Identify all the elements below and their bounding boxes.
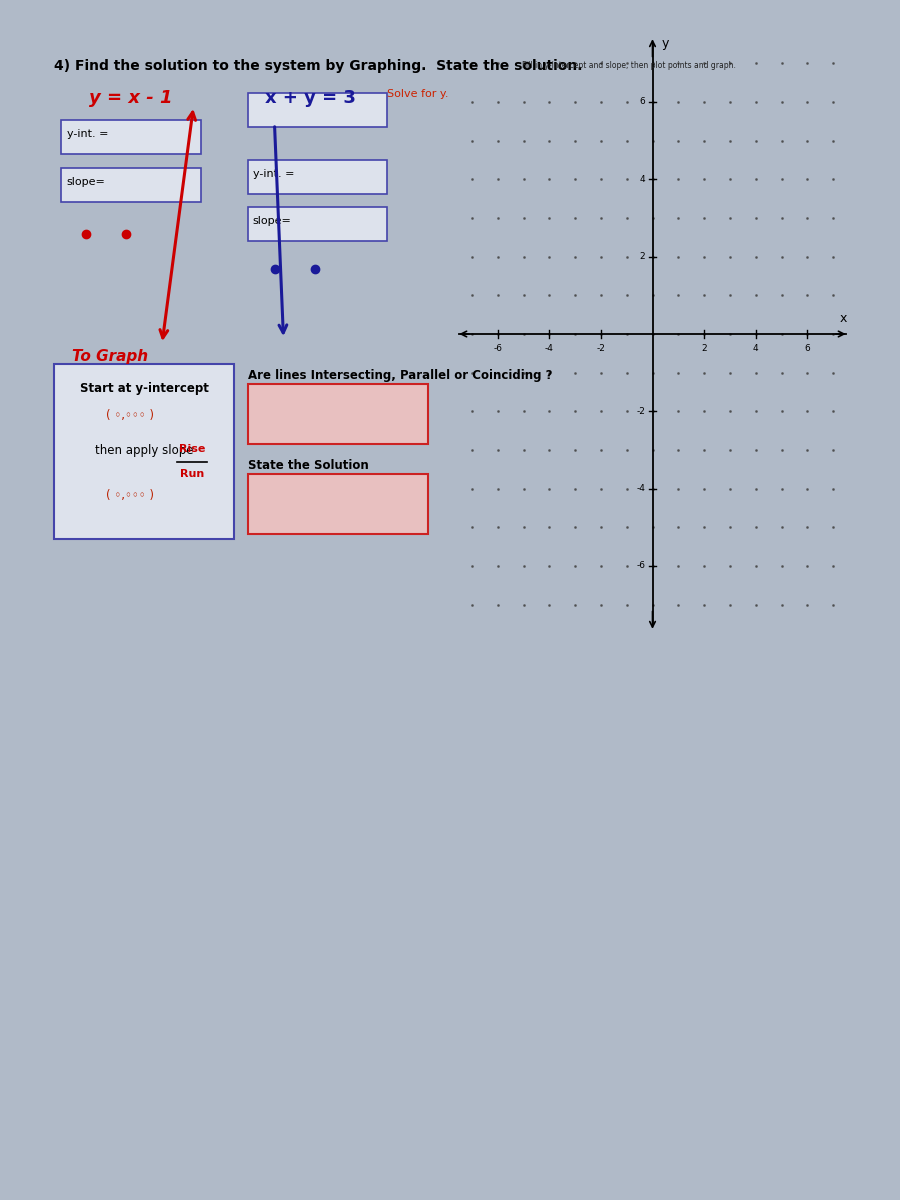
Text: -6: -6 <box>493 344 502 353</box>
Text: 6: 6 <box>805 344 810 353</box>
Text: then apply slope: then apply slope <box>94 444 194 457</box>
Text: -6: -6 <box>636 562 645 570</box>
FancyBboxPatch shape <box>248 206 387 241</box>
Text: Fill in y-intercept and slope, then plot points and graph.: Fill in y-intercept and slope, then plot… <box>522 61 736 70</box>
Text: 4: 4 <box>753 344 759 353</box>
Text: 2: 2 <box>701 344 706 353</box>
Text: ( ◦,◦◦◦ ): ( ◦,◦◦◦ ) <box>106 490 155 502</box>
Text: 6: 6 <box>640 97 645 107</box>
FancyBboxPatch shape <box>248 384 428 444</box>
Text: -4: -4 <box>636 484 645 493</box>
Text: Start at y-intercept: Start at y-intercept <box>79 382 209 395</box>
FancyBboxPatch shape <box>248 92 387 127</box>
Text: ( ◦,◦◦◦ ): ( ◦,◦◦◦ ) <box>106 409 155 422</box>
Text: Are lines Intersecting, Parallel or Coinciding ?: Are lines Intersecting, Parallel or Coin… <box>248 370 552 382</box>
Text: -2: -2 <box>636 407 645 416</box>
Text: Solve for y.: Solve for y. <box>387 89 448 98</box>
Text: y-int. =: y-int. = <box>67 128 108 139</box>
Text: x: x <box>840 312 847 324</box>
Text: slope=: slope= <box>253 216 292 226</box>
Text: 2: 2 <box>640 252 645 262</box>
Text: -4: -4 <box>544 344 554 353</box>
Text: State the Solution: State the Solution <box>248 458 368 472</box>
FancyBboxPatch shape <box>248 474 428 534</box>
Text: y: y <box>662 37 669 50</box>
Text: Run: Run <box>180 469 203 479</box>
Text: y = x - 1: y = x - 1 <box>89 89 172 107</box>
FancyBboxPatch shape <box>61 120 201 154</box>
FancyBboxPatch shape <box>54 364 234 539</box>
FancyBboxPatch shape <box>248 160 387 194</box>
Text: y-int. =: y-int. = <box>253 169 294 179</box>
Text: 4) Find the solution to the system by Graphing.  State the solution.: 4) Find the solution to the system by Gr… <box>54 59 582 73</box>
Text: -2: -2 <box>597 344 606 353</box>
Text: slope=: slope= <box>67 176 105 187</box>
FancyBboxPatch shape <box>61 168 201 202</box>
Text: 4: 4 <box>640 175 645 184</box>
Text: x + y = 3: x + y = 3 <box>266 89 356 107</box>
Text: To Graph: To Graph <box>72 349 148 364</box>
Text: Rise: Rise <box>178 444 205 454</box>
